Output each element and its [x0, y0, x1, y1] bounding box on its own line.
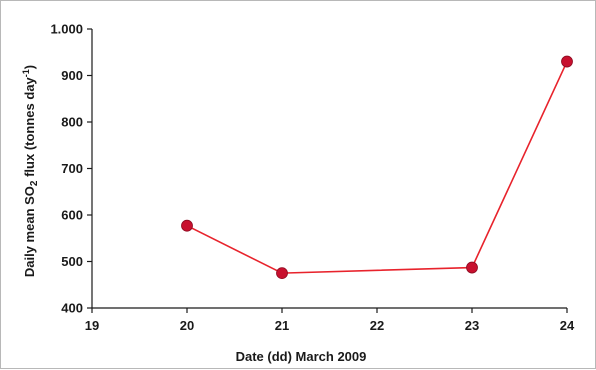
y-axis-title: Daily mean SO2 flux (tonnes day-1)	[21, 65, 40, 277]
y-axis-title-mid: flux (tonnes day	[22, 76, 37, 180]
series-line	[186, 61, 568, 274]
x-tick-label: 21	[275, 318, 289, 333]
data-series	[181, 55, 573, 280]
x-tick-label: 22	[370, 318, 384, 333]
y-tick-label: 400	[61, 301, 83, 316]
x-axis-title: Date (dd) March 2009	[236, 349, 367, 364]
x-tick-label: 20	[180, 318, 194, 333]
x-axis-ticks: 19 20 21 22 23 24	[85, 308, 575, 333]
y-axis-title-pre: Daily mean SO	[22, 186, 37, 277]
y-axis-title-sub: 2	[29, 180, 40, 186]
data-point	[276, 267, 288, 280]
y-tick-label: 700	[61, 161, 83, 176]
data-point	[181, 219, 193, 232]
y-tick-label: 600	[61, 208, 83, 223]
data-point	[561, 55, 573, 68]
y-tick-label: 500	[61, 254, 83, 269]
y-tick-label: 1.000	[50, 22, 83, 37]
data-point	[466, 261, 478, 274]
y-axis-title-post: )	[22, 65, 37, 69]
y-tick-label: 900	[61, 68, 83, 83]
y-axis-title-sup: -1	[21, 69, 31, 77]
y-tick-label: 800	[61, 115, 83, 130]
x-tick-label: 24	[560, 318, 575, 333]
x-tick-label: 19	[85, 318, 99, 333]
y-axis-ticks: 400 500 600 700 800 900 1.000	[50, 22, 92, 316]
x-tick-label: 23	[465, 318, 479, 333]
